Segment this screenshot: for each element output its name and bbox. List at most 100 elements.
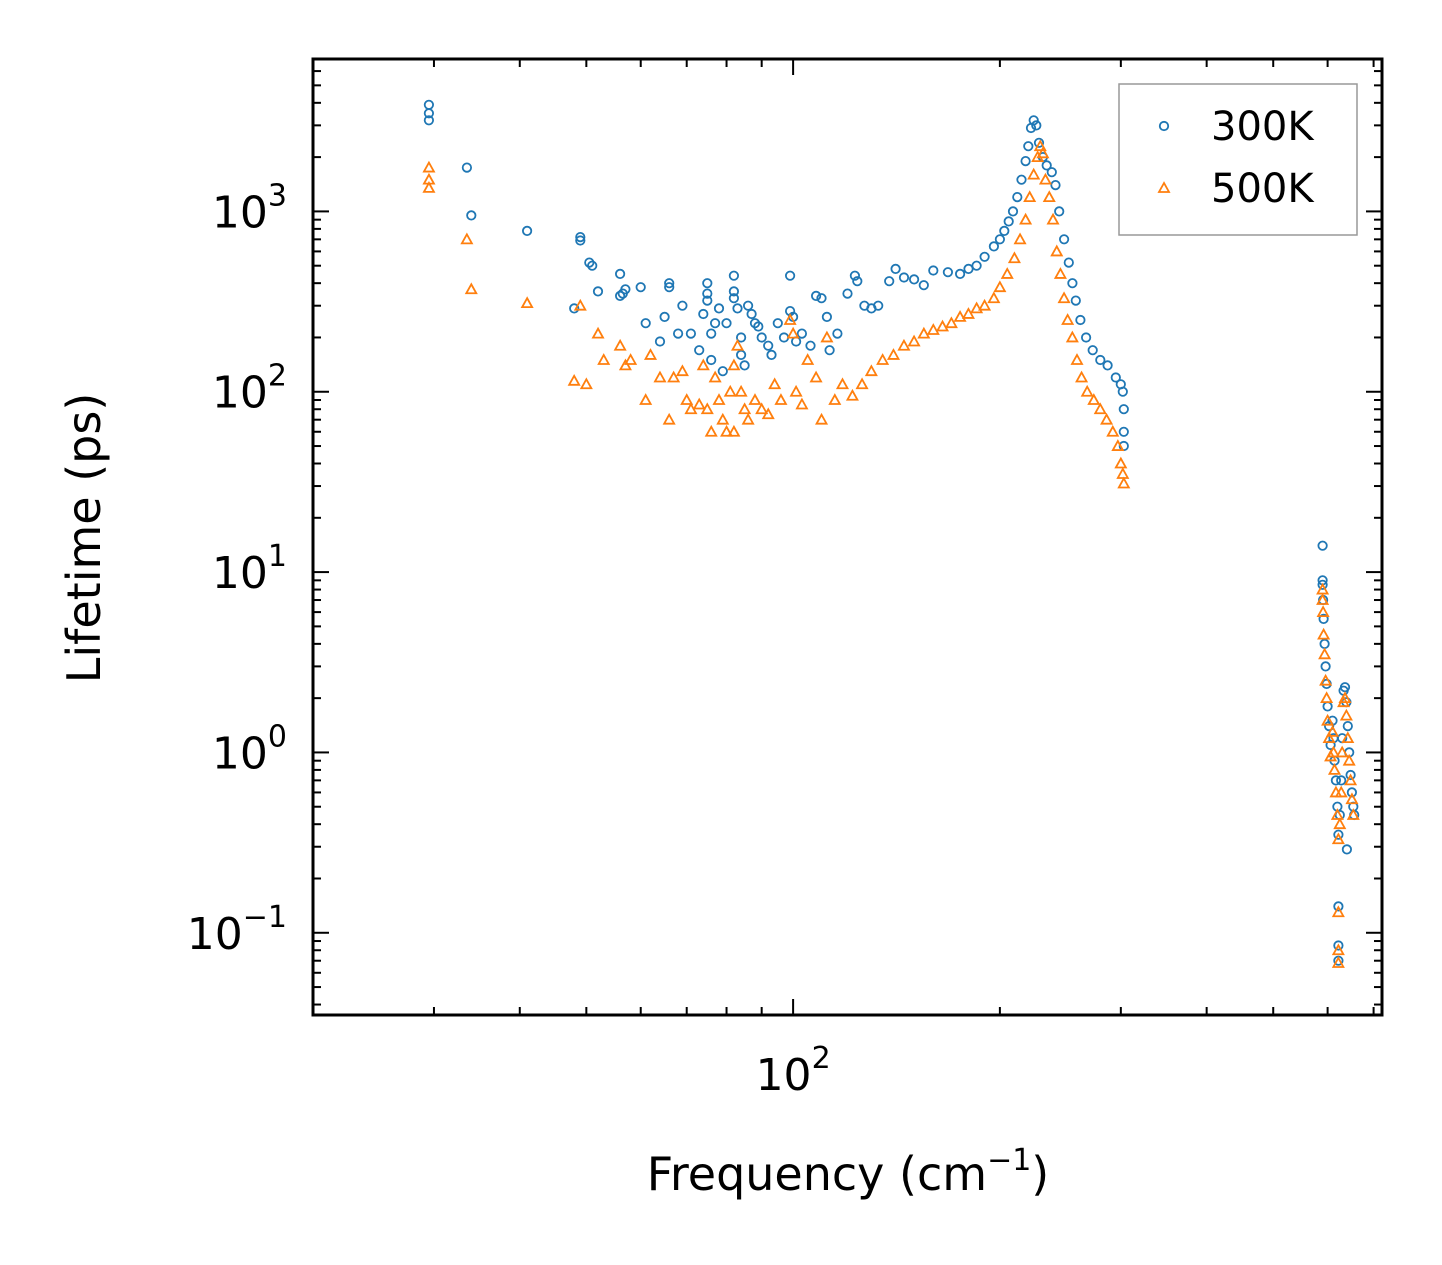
point-500k-65 — [970, 301, 984, 314]
point-500k-45 — [795, 397, 809, 410]
point-300k-96 — [1050, 180, 1061, 191]
series-300k — [423, 99, 1360, 966]
point-500k-80 — [1046, 212, 1060, 225]
point-300k-47 — [756, 332, 767, 343]
point-500k-115 — [1331, 956, 1345, 968]
point-500k-79 — [1042, 190, 1056, 203]
point-300k-34 — [717, 366, 728, 377]
series-500k — [422, 139, 1360, 968]
point-300k-55 — [790, 336, 802, 347]
legend-marker-300k — [1158, 120, 1170, 132]
point-500k-69 — [1000, 267, 1014, 279]
legend-label-300k: 300K — [1211, 104, 1315, 150]
point-300k-107 — [1110, 372, 1121, 383]
point-500k-16 — [653, 370, 667, 383]
point-500k-54 — [864, 364, 878, 377]
point-500k-88 — [1080, 384, 1094, 397]
point-500k-27 — [712, 393, 726, 405]
point-500k-71 — [1013, 232, 1027, 245]
point-300k-48 — [763, 340, 774, 351]
point-300k-33 — [713, 303, 725, 314]
point-500k-29 — [720, 424, 734, 437]
scatter-marks — [422, 99, 1360, 968]
point-300k-57 — [805, 340, 816, 351]
point-300k-20 — [664, 278, 675, 289]
point-500k-72 — [1019, 212, 1033, 225]
point-300k-78 — [971, 260, 982, 271]
point-300k-64 — [849, 270, 861, 281]
point-300k-106 — [1102, 360, 1113, 371]
point-300k-91 — [1031, 120, 1042, 131]
point-500k-77 — [1036, 146, 1050, 159]
plot-frame — [311, 57, 1384, 1017]
point-500k-89 — [1087, 393, 1101, 405]
point-500k-109 — [1327, 763, 1342, 775]
point-500k-57 — [897, 338, 911, 351]
point-300k-92 — [1033, 137, 1045, 148]
x-axis-label-superscript: −1 — [987, 1143, 1031, 1178]
point-500k-92 — [1106, 424, 1120, 437]
y-tick-label: 101 — [212, 539, 287, 599]
point-500k-85 — [1065, 330, 1079, 343]
point-300k-70 — [890, 263, 901, 274]
point-300k-110 — [1118, 404, 1129, 415]
point-300k-85 — [1012, 192, 1023, 203]
point-300k-131 — [1333, 940, 1344, 951]
point-300k-41 — [735, 349, 747, 360]
point-300k-104 — [1087, 345, 1098, 356]
point-500k-38 — [755, 402, 769, 415]
point-500k-56 — [886, 348, 901, 360]
point-300k-9 — [587, 260, 598, 271]
point-500k-50 — [828, 393, 842, 405]
point-300k-98 — [1059, 234, 1070, 245]
point-500k-99 — [1316, 605, 1330, 618]
point-500k-116 — [1333, 817, 1347, 830]
point-300k-142 — [1346, 787, 1358, 798]
point-300k-50 — [772, 318, 783, 329]
point-500k-47 — [809, 370, 823, 383]
point-300k-29 — [702, 295, 713, 306]
point-300k-139 — [1342, 720, 1353, 732]
point-300k-103 — [1081, 332, 1092, 343]
point-500k-61 — [935, 319, 950, 332]
point-500k-11 — [613, 338, 627, 351]
point-500k-37 — [748, 393, 762, 405]
point-500k-41 — [774, 393, 788, 405]
point-500k-59 — [917, 326, 931, 339]
point-300k-73 — [918, 280, 929, 291]
point-300k-79 — [979, 251, 990, 262]
point-500k-25 — [704, 424, 718, 437]
point-300k-90 — [1028, 115, 1039, 126]
point-300k-97 — [1054, 206, 1065, 217]
point-500k-123 — [1342, 753, 1356, 766]
point-500k-48 — [815, 412, 829, 425]
point-500k-86 — [1070, 353, 1084, 365]
point-500k-34 — [734, 384, 748, 397]
point-300k-8 — [584, 257, 595, 268]
point-500k-5 — [520, 296, 534, 309]
point-300k-28 — [702, 288, 713, 299]
point-500k-98 — [1316, 593, 1330, 605]
point-500k-22 — [692, 397, 706, 410]
point-300k-83 — [1003, 216, 1014, 227]
y-tick-label: 102 — [212, 359, 287, 419]
point-300k-4 — [466, 210, 477, 221]
point-500k-53 — [855, 377, 869, 390]
point-300k-11 — [592, 286, 604, 297]
point-300k-109 — [1117, 386, 1128, 397]
point-300k-44 — [746, 308, 757, 320]
point-500k-70 — [1007, 251, 1021, 264]
point-300k-76 — [954, 268, 966, 279]
point-500k-23 — [696, 358, 710, 371]
point-500k-84 — [1061, 313, 1075, 325]
point-300k-3 — [461, 162, 472, 173]
point-500k-87 — [1075, 370, 1089, 383]
point-300k-37 — [728, 286, 740, 297]
point-300k-56 — [796, 328, 808, 339]
point-300k-80 — [988, 241, 1000, 252]
point-300k-42 — [739, 360, 750, 371]
point-500k-42 — [783, 313, 797, 325]
point-300k-144 — [1341, 844, 1353, 855]
point-300k-113 — [1317, 540, 1328, 551]
point-500k-120 — [1338, 691, 1352, 704]
